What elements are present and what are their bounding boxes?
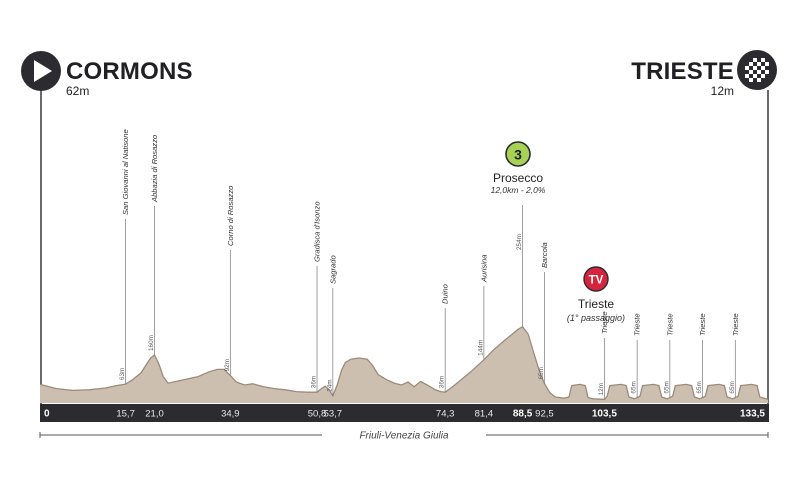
place-marker: Trieste 65m: [663, 313, 674, 398]
finish-city: TRIESTE: [631, 58, 734, 85]
checker-square: [761, 58, 765, 62]
start-marker: [21, 51, 61, 406]
place-name: Trieste: [665, 313, 674, 336]
place-name: San Giovanni al Natisone: [121, 129, 130, 215]
distance-tick: 74,3: [436, 409, 455, 420]
place-marker: Trieste 65m: [729, 313, 740, 398]
checker-square: [749, 70, 753, 74]
intermediate-marker: TV Trieste (1° passaggio): [567, 266, 625, 323]
checker-square: [765, 62, 769, 66]
region-bracket: Friuli-Venezia Giulia: [39, 431, 769, 442]
climb-name: Prosecco: [493, 171, 543, 185]
distance-bar: [40, 404, 769, 422]
distance-tick: 88,5: [513, 409, 533, 420]
finish-elevation: 12m: [711, 84, 734, 98]
distance-tick: 21,0: [145, 409, 164, 420]
place-marker: Corno di Rosazzo 92m: [224, 186, 235, 376]
distance-tick: 15,7: [116, 409, 135, 420]
place-altitude: 36m: [439, 376, 446, 388]
place-name: Corno di Rosazzo: [226, 186, 235, 246]
place-marker: Aurisina 144m: [477, 255, 488, 360]
checker-square: [753, 58, 757, 62]
intermediate-name: Trieste: [578, 297, 615, 311]
place-name: Gradisca d'Isonzo: [313, 201, 322, 262]
summit-altitude: 254m: [516, 234, 523, 250]
place-altitude: 63m: [119, 368, 126, 380]
play-icon: [34, 60, 52, 82]
place-marker: Trieste 65m: [631, 313, 642, 398]
climb-detail: 12,0km - 2,0%: [491, 185, 546, 195]
place-name: Trieste: [600, 311, 609, 334]
climb-marker: 3 Prosecco 12,0km - 2,0%: [491, 141, 546, 195]
place-marker: Trieste 65m: [696, 313, 707, 398]
checker-square: [765, 70, 769, 74]
place-marker: Abbazia di Rosazzo 160m: [148, 135, 159, 355]
place-altitude: 24m: [326, 379, 333, 391]
checker-square: [749, 78, 753, 82]
place-name: Aurisina: [479, 255, 488, 283]
distance-tick: 92,5: [535, 409, 554, 420]
place-name: Sagrado: [328, 255, 337, 284]
checker-square: [745, 66, 749, 70]
place-marker: San Giovanni al Natisone 63m: [119, 129, 130, 385]
distance-tick: 81,4: [475, 409, 494, 420]
place-name: Barcola: [540, 242, 549, 268]
place-name: Abbazia di Rosazzo: [150, 135, 159, 203]
climb-category-badge: [505, 141, 531, 167]
distance-tick: 34,9: [221, 409, 240, 420]
checker-square: [753, 74, 757, 78]
place-marker: Duino 36m: [439, 284, 450, 393]
tv-badge-label: TV: [589, 275, 604, 287]
place-altitude: 65m: [696, 381, 703, 393]
place-marker: Gradisca d'Isonzo 36m: [311, 201, 322, 393]
checker-square: [753, 66, 757, 70]
checker-square: [757, 70, 761, 74]
checkered-flag-icon: [745, 58, 769, 82]
start-city: CORMONS: [66, 58, 193, 85]
climb-category-number: 3: [514, 147, 522, 163]
terrain-fill: [40, 326, 768, 403]
place-labels: San Giovanni al Natisone 63m Abbazia di Ro…: [119, 129, 740, 400]
checker-square: [757, 62, 761, 66]
place-name: Duino: [441, 284, 450, 304]
place-altitude: 160m: [148, 335, 155, 351]
place-name: Trieste: [698, 313, 707, 336]
finish-marker: [737, 50, 777, 406]
checker-square: [757, 78, 761, 82]
place-marker: Sagrado 24m: [326, 255, 337, 396]
checker-square: [749, 62, 753, 66]
place-altitude: 65m: [729, 381, 736, 393]
place-altitude: 65m: [538, 367, 545, 379]
distance-tick: 50,8: [308, 409, 327, 420]
intermediate-detail: (1° passaggio): [567, 313, 625, 323]
distance-tick: 53,7: [324, 409, 343, 420]
distance-tick: 0: [44, 409, 50, 420]
place-altitude: 36m: [311, 376, 318, 388]
region-label: Friuli-Venezia Giulia: [359, 431, 449, 442]
checker-square: [761, 74, 765, 78]
distance-tick: 133,5: [740, 409, 765, 420]
place-altitude: 12m: [598, 383, 605, 395]
place-marker: Trieste 12m: [598, 311, 609, 400]
place-altitude: 65m: [631, 381, 638, 393]
tv-icon: [583, 266, 609, 292]
place-name: Trieste: [731, 313, 740, 336]
place-marker: Barcola 65m: [538, 242, 549, 384]
summit-marker: 254m: [516, 205, 523, 327]
checker-square: [761, 66, 765, 70]
place-altitude: 92m: [224, 359, 231, 371]
distance-ticks: 0 15,7 21,0 34,9 50,853,7 74,3 81,4 88,5 92,5 103…: [44, 409, 765, 420]
place-altitude: 65m: [663, 381, 670, 393]
checker-square: [745, 74, 749, 78]
place-name: Trieste: [633, 313, 642, 336]
place-altitude: 144m: [477, 340, 484, 356]
start-elevation: 62m: [66, 84, 89, 98]
distance-tick: 103,5: [592, 409, 617, 420]
